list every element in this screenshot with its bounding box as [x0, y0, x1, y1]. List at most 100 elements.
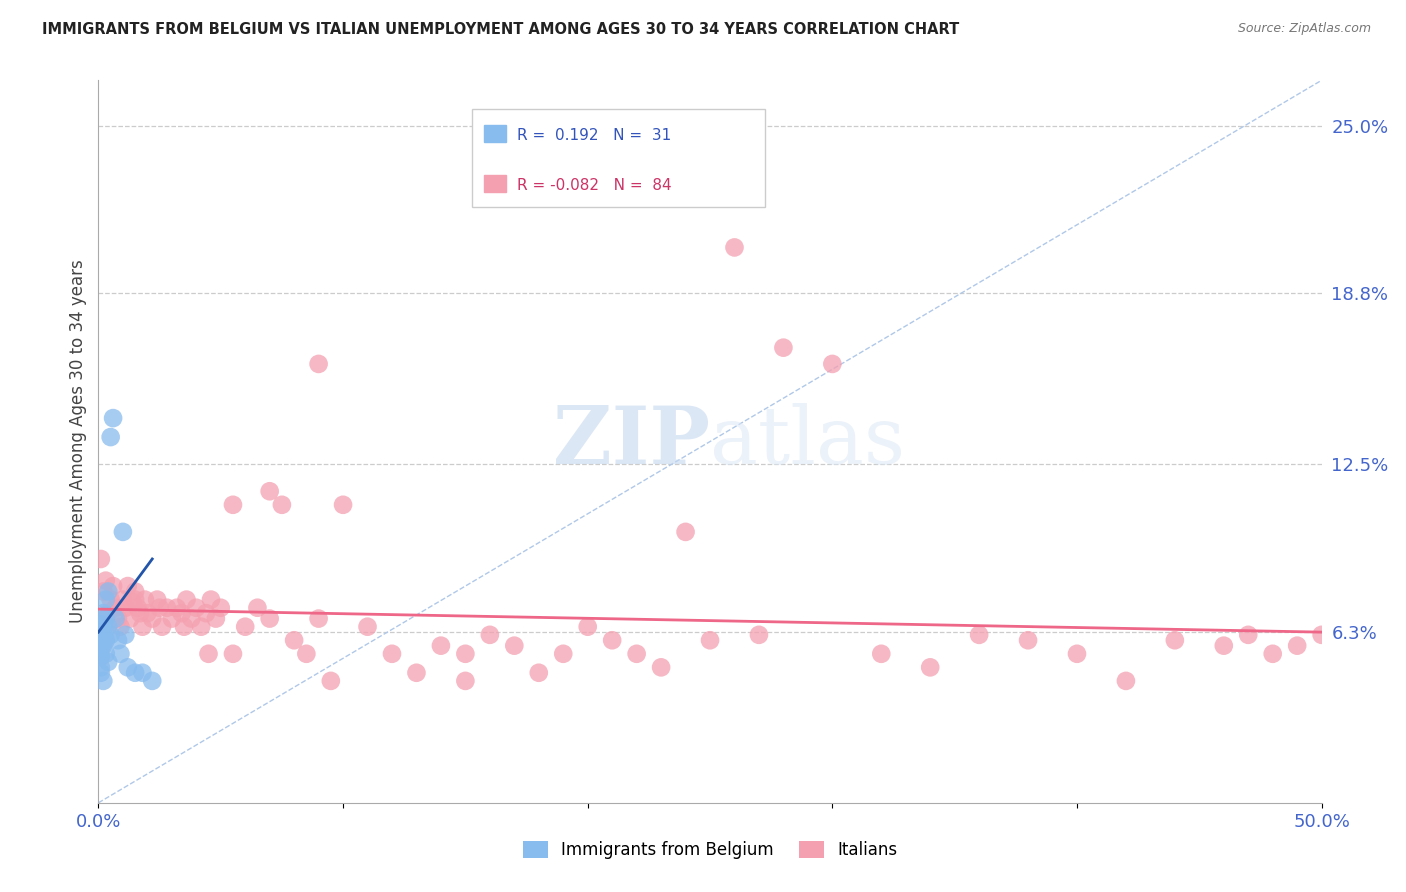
Point — [124, 584, 146, 599]
Point — [650, 660, 672, 674]
Point — [259, 611, 281, 625]
Point — [1164, 633, 1187, 648]
Point — [405, 665, 427, 680]
Text: Source: ZipAtlas.com: Source: ZipAtlas.com — [1237, 22, 1371, 36]
Point — [110, 620, 132, 634]
Text: atlas: atlas — [710, 402, 905, 481]
Point — [101, 579, 124, 593]
Point — [150, 620, 173, 634]
Point — [127, 600, 149, 615]
Text: R =  0.192   N =  31: R = 0.192 N = 31 — [517, 128, 671, 143]
Point — [114, 628, 136, 642]
Point — [166, 600, 188, 615]
Text: R = -0.082   N =  84: R = -0.082 N = 84 — [517, 178, 672, 194]
Point — [90, 552, 112, 566]
Point — [430, 639, 453, 653]
Point — [197, 647, 219, 661]
Point — [454, 647, 477, 661]
Point — [141, 611, 163, 625]
Point — [186, 600, 208, 615]
Point — [870, 647, 893, 661]
Point — [699, 633, 721, 648]
Point — [90, 617, 112, 632]
Point — [94, 611, 117, 625]
Point — [94, 647, 117, 661]
Point — [97, 620, 120, 634]
Point — [454, 673, 477, 688]
Point — [1017, 633, 1039, 648]
Point — [356, 620, 378, 634]
Text: ZIP: ZIP — [553, 402, 710, 481]
Point — [111, 524, 134, 539]
Point — [748, 628, 770, 642]
Point — [90, 665, 112, 680]
Point — [527, 665, 550, 680]
Point — [332, 498, 354, 512]
Point — [1066, 647, 1088, 661]
Point — [381, 647, 404, 661]
Point — [90, 660, 112, 674]
Point — [90, 641, 112, 656]
Point — [553, 647, 575, 661]
Point — [920, 660, 942, 674]
Point — [131, 620, 153, 634]
Point — [146, 592, 169, 607]
Point — [233, 620, 256, 634]
Point — [205, 611, 228, 625]
Point — [308, 611, 330, 625]
Point — [104, 600, 127, 615]
Point — [270, 498, 294, 512]
Point — [134, 592, 156, 607]
Point — [94, 592, 117, 607]
Point — [97, 584, 120, 599]
Point — [141, 673, 163, 688]
Point — [503, 639, 526, 653]
Point — [200, 592, 222, 607]
Bar — [484, 125, 506, 142]
Point — [124, 665, 146, 680]
Point — [190, 620, 212, 634]
Point — [131, 665, 153, 680]
Legend: Immigrants from Belgium, Italians: Immigrants from Belgium, Italians — [523, 841, 897, 860]
Point — [91, 606, 114, 620]
Point — [576, 620, 599, 634]
Point — [1115, 673, 1137, 688]
Point — [222, 498, 245, 512]
Point — [97, 606, 120, 620]
Point — [283, 633, 305, 648]
Point — [97, 655, 120, 669]
Point — [967, 628, 990, 642]
Point — [117, 579, 139, 593]
Point — [117, 660, 139, 674]
Point — [101, 411, 124, 425]
Point — [1286, 639, 1309, 653]
Point — [308, 357, 330, 371]
Point — [136, 606, 159, 620]
Point — [170, 606, 193, 620]
Point — [129, 606, 152, 620]
Point — [149, 600, 172, 615]
Point — [100, 430, 122, 444]
Point — [100, 592, 122, 607]
Point — [91, 620, 114, 634]
Point — [319, 673, 342, 688]
Point — [1310, 628, 1333, 642]
Point — [94, 633, 117, 648]
Point — [94, 574, 117, 588]
Point — [124, 592, 146, 607]
Point — [600, 633, 623, 648]
Point — [110, 647, 132, 661]
Point — [90, 633, 112, 648]
Point — [675, 524, 697, 539]
Point — [90, 649, 112, 664]
Point — [209, 600, 232, 615]
Point — [772, 341, 794, 355]
Bar — [471, 109, 765, 207]
Point — [91, 673, 114, 688]
Point — [114, 600, 136, 615]
Point — [1212, 639, 1234, 653]
Point — [111, 592, 134, 607]
Point — [821, 357, 844, 371]
Point — [121, 595, 143, 609]
Text: IMMIGRANTS FROM BELGIUM VS ITALIAN UNEMPLOYMENT AMONG AGES 30 TO 34 YEARS CORREL: IMMIGRANTS FROM BELGIUM VS ITALIAN UNEMP… — [42, 22, 959, 37]
